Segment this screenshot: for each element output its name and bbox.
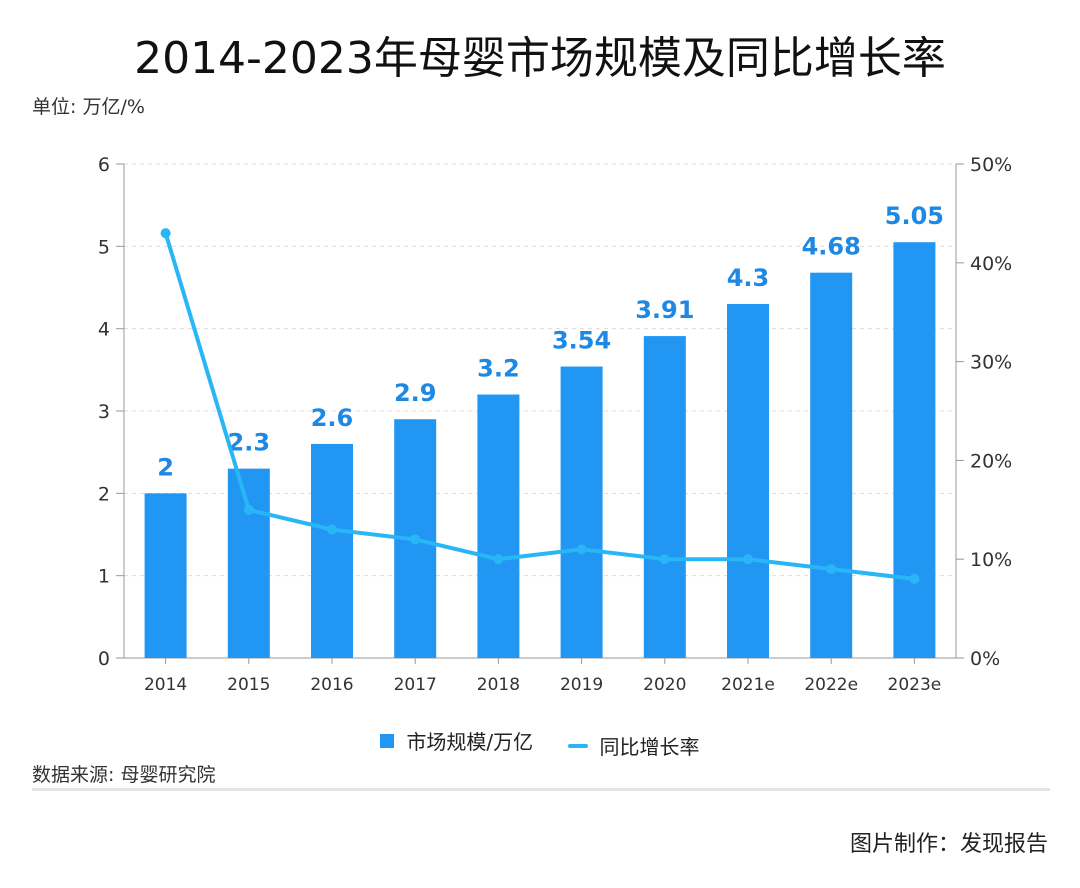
bar xyxy=(311,443,353,658)
x-axis-tick: 2017 xyxy=(394,675,437,695)
bar xyxy=(810,272,853,658)
divider xyxy=(32,788,1050,791)
x-axis-tick: 2015 xyxy=(227,675,270,695)
x-axis-tick: 2021e xyxy=(721,675,775,695)
x-axis-tick: 2016 xyxy=(310,675,353,695)
growth-line xyxy=(163,232,915,581)
left-axis-tick: 3 xyxy=(98,401,110,423)
bar xyxy=(893,242,936,658)
chart-title: 2014-2023年母婴市场规模及同比增长率 xyxy=(134,33,946,84)
legend-item-line: 同比增长率 xyxy=(567,731,700,760)
growth-point xyxy=(410,534,421,545)
bar xyxy=(144,493,187,658)
left-axis-tick: 5 xyxy=(98,236,110,258)
bar-value-label: 4.68 xyxy=(802,233,861,261)
left-axis-tick: 0 xyxy=(98,648,110,670)
legend-bar-swatch xyxy=(380,733,395,748)
bar-value-label: 3.91 xyxy=(635,296,694,324)
left-axis-tick: 6 xyxy=(98,154,110,176)
right-axis-tick: 0% xyxy=(970,648,1000,670)
left-axis-tick: 2 xyxy=(98,483,110,505)
growth-point xyxy=(909,573,920,584)
bar xyxy=(227,468,270,658)
growth-point xyxy=(160,228,171,239)
growth-point xyxy=(576,544,587,555)
bar xyxy=(560,366,603,658)
bar-value-label: 5.05 xyxy=(885,202,944,230)
x-axis-tick: 2018 xyxy=(477,675,520,695)
bar xyxy=(477,394,520,658)
bar-value-label: 3.2 xyxy=(477,355,520,383)
bar-line-chart: 0 1 2 3 4 5 6 0% 10% 20% 30% 40% 50% 2 2.3 2.6 2.9 3.2 3.5… xyxy=(98,154,1012,695)
x-axis-tick: 2019 xyxy=(560,675,603,695)
x-axis-tick: 2014 xyxy=(144,675,187,695)
growth-point xyxy=(243,504,254,515)
legend-item-bar: 市场规模/万亿 xyxy=(380,726,533,755)
x-axis-tick: 2020 xyxy=(643,675,686,695)
bar-value-label: 2.9 xyxy=(394,379,437,407)
bar xyxy=(727,303,769,658)
bar-value-label: 4.3 xyxy=(727,264,770,292)
legend-line-label: 同比增长率 xyxy=(599,735,700,759)
unit-label: 单位: 万亿/% xyxy=(32,96,145,118)
chart-legend: 市场规模/万亿 同比增长率 xyxy=(0,726,1080,760)
growth-point xyxy=(826,564,837,575)
bar-value-label: 2 xyxy=(157,453,174,481)
right-axis-tick: 40% xyxy=(970,253,1012,275)
left-axis-tick: 4 xyxy=(98,319,110,341)
bar xyxy=(643,336,686,658)
bar-value-label: 2.3 xyxy=(228,429,271,457)
growth-point xyxy=(659,554,670,565)
growth-point xyxy=(493,554,504,565)
right-axis-tick: 30% xyxy=(970,352,1012,374)
source-note: 数据来源: 母婴研究院 xyxy=(32,764,216,786)
legend-line-swatch xyxy=(567,743,588,748)
right-axis-tick: 50% xyxy=(970,154,1012,176)
bar-value-label: 3.54 xyxy=(552,327,611,355)
growth-point xyxy=(743,554,753,565)
x-axis-tick: 2022e xyxy=(804,675,858,695)
bar-value-label: 2.6 xyxy=(311,404,354,432)
x-axis-tick: 2023e xyxy=(888,675,942,695)
right-axis-tick: 20% xyxy=(970,450,1012,472)
growth-point xyxy=(327,524,337,535)
credit-note: 图片制作：发现报告 xyxy=(849,832,1048,857)
right-axis-tick: 10% xyxy=(970,549,1012,571)
legend-bar-label: 市场规模/万亿 xyxy=(406,730,534,754)
left-axis-tick: 1 xyxy=(98,566,110,588)
